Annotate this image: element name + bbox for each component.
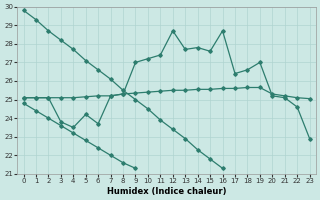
X-axis label: Humidex (Indice chaleur): Humidex (Indice chaleur) (107, 187, 226, 196)
